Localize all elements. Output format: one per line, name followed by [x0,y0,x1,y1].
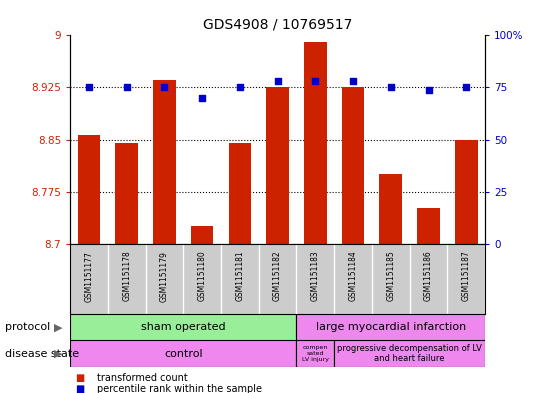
Bar [342,87,364,244]
Text: compen
sated
LV injury: compen sated LV injury [302,345,329,362]
Text: ▶: ▶ [53,322,62,332]
Text: progressive decompensation of LV
and heart failure: progressive decompensation of LV and hea… [337,344,482,364]
FancyBboxPatch shape [296,314,485,340]
Text: control: control [164,349,203,359]
Text: GSM1151181: GSM1151181 [236,251,244,301]
Text: GSM1151182: GSM1151182 [273,251,282,301]
FancyBboxPatch shape [334,340,485,367]
Bar [379,174,402,244]
Text: percentile rank within the sample: percentile rank within the sample [97,384,262,393]
Point [311,78,320,84]
Text: GSM1151178: GSM1151178 [122,251,131,301]
Text: GSM1151187: GSM1151187 [462,251,471,301]
Text: GSM1151186: GSM1151186 [424,251,433,301]
Bar [153,81,176,244]
Point [198,95,206,101]
Text: sham operated: sham operated [141,322,226,332]
Text: GSM1151179: GSM1151179 [160,251,169,301]
Text: GSM1151177: GSM1151177 [85,251,93,301]
Text: large myocardial infarction: large myocardial infarction [316,322,466,332]
Text: protocol: protocol [5,322,51,332]
Point [85,84,93,90]
Title: GDS4908 / 10769517: GDS4908 / 10769517 [203,17,353,31]
FancyBboxPatch shape [70,340,296,367]
FancyBboxPatch shape [296,340,334,367]
Point [273,78,282,84]
Text: ▶: ▶ [53,349,62,359]
Bar [229,143,251,244]
Text: ■: ■ [75,384,85,393]
Text: GSM1151185: GSM1151185 [386,251,395,301]
Bar [191,226,213,244]
Bar [455,140,478,244]
Point [386,84,395,90]
Point [424,86,433,93]
Point [160,84,169,90]
Point [349,78,357,84]
Text: ■: ■ [75,373,85,383]
Text: GSM1151183: GSM1151183 [311,251,320,301]
Point [462,84,471,90]
Point [122,84,131,90]
Text: GSM1151180: GSM1151180 [198,251,206,301]
Bar [78,135,100,244]
Bar [266,87,289,244]
Text: disease state: disease state [5,349,80,359]
FancyBboxPatch shape [70,314,296,340]
Text: transformed count: transformed count [97,373,188,383]
Bar [417,208,440,244]
Text: GSM1151184: GSM1151184 [349,251,357,301]
Point [236,84,244,90]
Bar [115,143,138,244]
Bar [304,42,327,244]
